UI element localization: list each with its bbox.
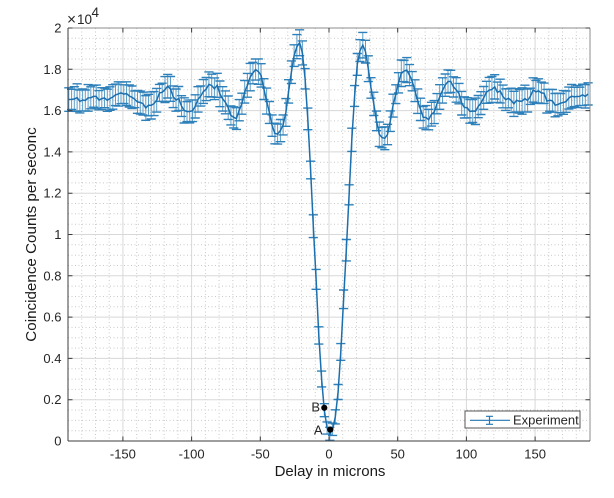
svg-text:0: 0: [54, 434, 61, 449]
svg-text:2: 2: [54, 21, 61, 36]
svg-text:0.4: 0.4: [43, 351, 61, 366]
svg-text:0.2: 0.2: [43, 392, 61, 407]
svg-text:4: 4: [92, 5, 100, 20]
svg-text:150: 150: [524, 447, 546, 462]
svg-text:1.2: 1.2: [43, 186, 61, 201]
svg-text:50: 50: [390, 447, 404, 462]
svg-text:-100: -100: [179, 447, 205, 462]
svg-text:0.6: 0.6: [43, 310, 61, 325]
svg-text:×: ×: [67, 12, 76, 29]
svg-text:0: 0: [325, 447, 332, 462]
svg-text:Delay in microns: Delay in microns: [275, 463, 386, 480]
svg-text:Coincidence Counts per seconc: Coincidence Counts per seconc: [23, 127, 40, 342]
svg-text:0.8: 0.8: [43, 268, 61, 283]
svg-text:1.6: 1.6: [43, 103, 61, 118]
svg-text:1.8: 1.8: [43, 62, 61, 77]
svg-text:10: 10: [77, 12, 92, 27]
svg-text:1.4: 1.4: [43, 144, 61, 159]
svg-text:A: A: [314, 423, 323, 438]
svg-text:B: B: [311, 400, 320, 415]
svg-text:Experiment: Experiment: [513, 413, 579, 428]
svg-text:-50: -50: [251, 447, 270, 462]
svg-text:100: 100: [456, 447, 478, 462]
svg-text:1: 1: [54, 227, 61, 242]
svg-text:-150: -150: [110, 447, 136, 462]
